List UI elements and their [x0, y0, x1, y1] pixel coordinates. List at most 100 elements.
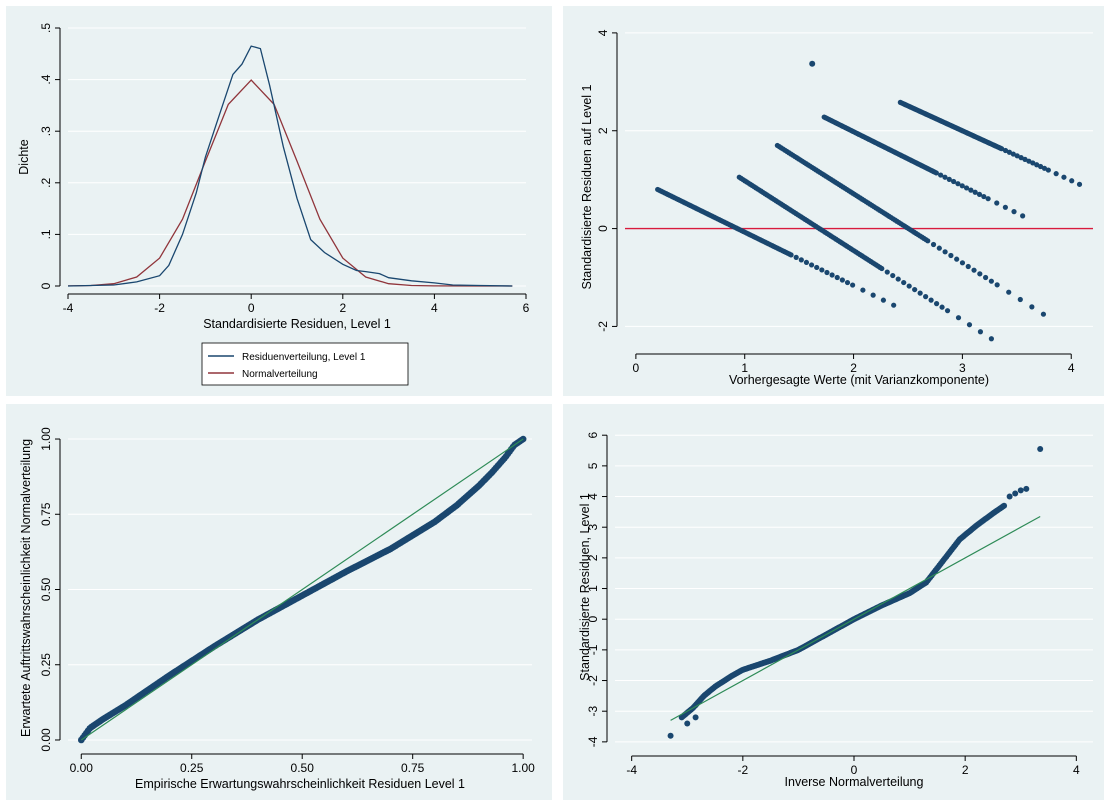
- data-point: [1012, 490, 1019, 497]
- data-point: [994, 282, 1000, 288]
- x-tick-label: 3: [959, 361, 966, 375]
- y-tick-label: 0: [596, 225, 610, 232]
- y-tick-label: 2: [586, 554, 600, 561]
- data-point: [977, 271, 983, 277]
- x-tick-label: 1.00: [511, 761, 535, 775]
- data-point: [880, 297, 887, 303]
- data-point: [1041, 165, 1048, 171]
- legend-label: Residuenverteilung, Level 1: [242, 352, 366, 363]
- data-point: [793, 254, 799, 260]
- data-point: [829, 272, 835, 278]
- x-axis-title: Inverse Normalverteilung: [785, 775, 924, 789]
- data-point: [1018, 155, 1024, 161]
- y-tick-label: 0: [39, 282, 53, 289]
- data-point: [1023, 485, 1030, 492]
- data-point: [798, 257, 804, 263]
- data-point: [933, 301, 940, 307]
- y-tick-label: -1: [586, 644, 600, 655]
- data-point: [1053, 171, 1059, 177]
- data-point: [819, 267, 825, 273]
- x-tick-label: 6: [523, 301, 530, 315]
- data-point: [982, 274, 989, 281]
- x-tick-label: 2: [850, 361, 857, 375]
- y-tick-label: 2: [596, 127, 610, 134]
- data-point: [1040, 311, 1047, 317]
- x-axis-title: Vorhergesagte Werte (mit Varianzkomponen…: [729, 373, 989, 387]
- data-point: [923, 294, 929, 300]
- data-point: [965, 263, 971, 270]
- data-point: [1020, 213, 1026, 219]
- data-point: [1006, 493, 1013, 500]
- data-point: [988, 336, 994, 342]
- y-tick-label: -4: [586, 736, 600, 747]
- data-point: [1037, 446, 1044, 452]
- x-tick-label: 0: [633, 361, 640, 375]
- y-tick-label: 1.00: [39, 427, 53, 451]
- residual-vs-fitted-panel: 0 1 2 3 4 -2 0 2 4 Vorhergesagte Werte (mit Varia…: [563, 6, 1104, 396]
- data-point: [954, 256, 960, 262]
- data-point: [839, 277, 845, 283]
- data-point: [1030, 160, 1036, 166]
- data-point: [884, 269, 890, 275]
- data-point: [890, 272, 896, 279]
- data-point: [1002, 147, 1009, 154]
- data-point: [976, 191, 983, 198]
- density-chart: -4 -2 0 2 4 6 0 .1 .2 .3 .4 .5 Standardisierte Resid…: [17, 23, 530, 386]
- data-point: [834, 274, 840, 281]
- data-point: [938, 172, 944, 178]
- density-panel: -4 -2 0 2 4 6 0 .1 .2 .3 .4 .5 Standardisierte Resid…: [6, 6, 552, 396]
- pp-plot-chart: 0.00 0.25 0.50 0.75 1.00 0.00 0.25 0.50 0.75 1.00…: [19, 427, 535, 791]
- data-point: [930, 241, 937, 248]
- x-tick-label: 1: [741, 361, 748, 375]
- data-point: [955, 181, 961, 187]
- data-point: [968, 187, 974, 193]
- y-axis-title: Standardisierte Residuen, Level 1: [578, 493, 592, 681]
- y-tick-label: .1: [39, 229, 53, 239]
- data-point: [977, 329, 984, 335]
- data-point: [1026, 158, 1032, 164]
- x-tick-label: 4: [1068, 361, 1075, 375]
- data-point: [1037, 163, 1044, 170]
- data-point: [1034, 162, 1040, 168]
- residual-density-line: [67, 45, 513, 287]
- y-tick-label: -2: [596, 321, 610, 332]
- data-point: [1076, 181, 1083, 187]
- residual-scatter-chart: 0 1 2 3 4 -2 0 2 4 Vorhergesagte Werte (mit Varia…: [580, 29, 1093, 387]
- data-point: [824, 269, 830, 276]
- data-point: [519, 435, 527, 443]
- data-point: [844, 279, 851, 286]
- y-tick-label: 3: [586, 524, 600, 531]
- data-point: [1011, 209, 1017, 215]
- y-tick-label: 0.00: [39, 728, 53, 752]
- y-tick-label: 1: [586, 585, 600, 592]
- qq-plot-chart: -4 -2 0 2 4 -4 -3 -2 -1 0 1 2 3 4 5 6 Inverse Normalvert…: [578, 432, 1093, 789]
- data-point: [942, 249, 948, 255]
- data-point: [1006, 149, 1013, 155]
- data-point: [1001, 502, 1008, 509]
- data-point: [1002, 204, 1008, 210]
- x-tick-label: -2: [154, 301, 165, 315]
- y-tick-label: 4: [596, 29, 610, 36]
- data-point: [971, 267, 977, 273]
- data-point: [951, 178, 957, 185]
- x-axis-title: Empirische Erwartungswahrscheinlichkeit …: [135, 777, 465, 791]
- x-tick-label: -4: [63, 301, 74, 315]
- data-point: [860, 287, 866, 293]
- data-point: [692, 714, 699, 721]
- y-tick-label: .3: [39, 126, 53, 136]
- legend-label: Normalverteilung: [242, 369, 318, 380]
- data-point: [1017, 296, 1023, 303]
- data-point: [994, 200, 1000, 206]
- data-point: [684, 720, 691, 727]
- y-tick-label: 5: [586, 462, 600, 469]
- outlier-point: [809, 60, 816, 67]
- data-point: [942, 174, 948, 180]
- data-point: [808, 262, 815, 268]
- data-point: [955, 315, 962, 321]
- qq-plot-panel: -4 -2 0 2 4 -4 -3 -2 -1 0 1 2 3 4 5 6 Inverse Normalvert…: [563, 404, 1104, 800]
- data-point: [1061, 174, 1067, 180]
- x-tick-label: -2: [738, 763, 749, 777]
- data-point: [1017, 487, 1024, 494]
- data-point: [925, 238, 931, 244]
- data-point: [972, 189, 978, 195]
